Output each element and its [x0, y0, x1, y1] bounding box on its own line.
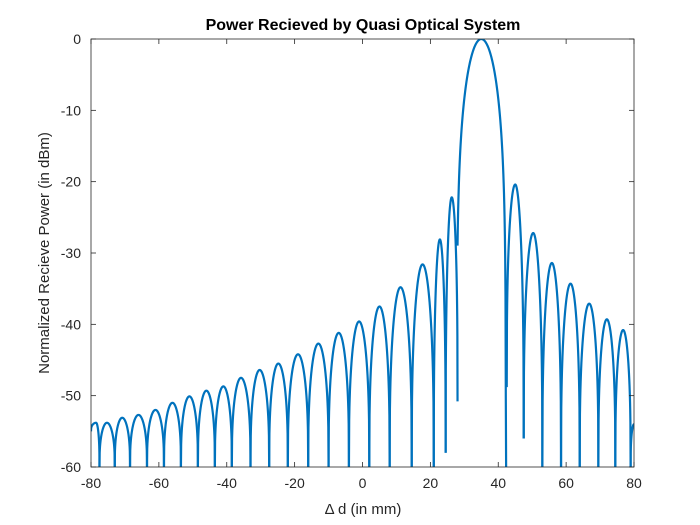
y-axis-label: Normalized Recieve Power (in dBm): [36, 132, 53, 374]
side-lobe-8: [196, 389, 216, 467]
x-axis-label: Δ d (in mm): [325, 501, 402, 518]
x-tick-label: -20: [285, 475, 305, 491]
side-lobe-20: [432, 238, 447, 467]
side-lobe-16: [347, 320, 371, 467]
side-lobe-10: [230, 376, 252, 467]
side-lobe-18: [388, 286, 413, 467]
y-tick-label: -10: [61, 102, 81, 118]
x-tick-label: 80: [626, 475, 642, 491]
side-lobe-21: [444, 196, 459, 453]
chart-title: Power Recieved by Quasi Optical System: [206, 17, 521, 34]
y-tick-label: -50: [61, 388, 81, 404]
y-tick-label: -40: [61, 316, 81, 332]
side-lobe-6: [162, 401, 183, 467]
series-lobes: [91, 39, 634, 467]
side-lobe-5: [145, 408, 166, 467]
side-lobe-11: [249, 368, 271, 467]
side-lobe-22: [505, 183, 525, 439]
axis-ticks: -80 -60 -40 -20 0 20 40 60 800-10-20-30-40-50-60: [61, 31, 642, 491]
side-lobe-4: [128, 413, 149, 467]
x-tick-label: 20: [423, 475, 439, 491]
x-tick-label: -60: [149, 475, 169, 491]
side-lobe-25: [559, 282, 581, 467]
side-lobe-15: [327, 331, 351, 467]
side-lobe-3: [113, 416, 132, 467]
side-lobe-14: [307, 342, 330, 467]
y-tick-label: -30: [61, 245, 81, 261]
side-lobe-9: [213, 385, 233, 467]
side-lobe-27: [597, 318, 617, 467]
side-lobe-13: [286, 353, 310, 467]
side-lobe-29: [629, 423, 634, 467]
x-tick-label: 40: [490, 475, 506, 491]
y-tick-label: -60: [61, 459, 81, 475]
side-lobe-28: [614, 328, 632, 467]
side-lobe-7: [179, 395, 199, 467]
side-lobe-2: [98, 421, 116, 467]
x-tick-label: 0: [359, 475, 367, 491]
side-lobe-23: [522, 231, 544, 467]
side-lobe-19: [410, 263, 435, 467]
y-tick-label: -20: [61, 174, 81, 190]
side-lobe-1: [91, 421, 101, 467]
y-tick-label: 0: [73, 31, 81, 47]
side-lobe-17: [368, 305, 391, 467]
x-tick-label: 60: [558, 475, 574, 491]
side-lobe-26: [578, 302, 600, 467]
plot-area: [90, 38, 635, 468]
side-lobe-24: [541, 261, 563, 467]
x-tick-label: -40: [217, 475, 237, 491]
side-lobe-12: [268, 362, 289, 467]
x-tick-label: -80: [81, 475, 101, 491]
